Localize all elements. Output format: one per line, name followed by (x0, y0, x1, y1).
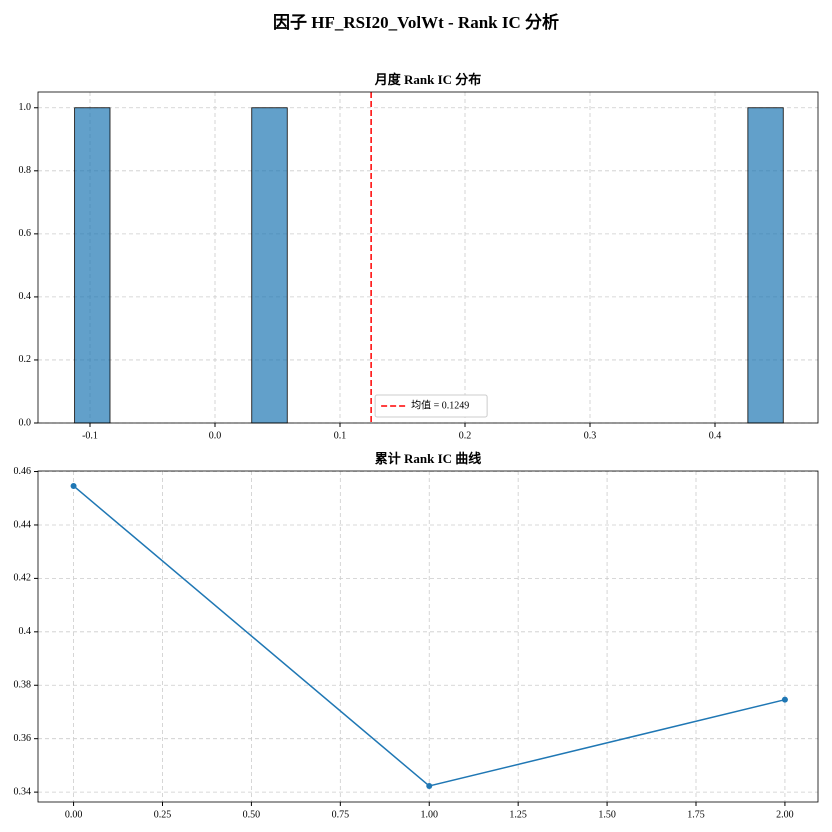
histogram-bar (747, 107, 784, 424)
legend-label: 均值 = 0.1249 (411, 398, 469, 411)
x-tick-label: 1.00 (420, 809, 438, 820)
y-tick-label: 0.36 (14, 733, 32, 744)
y-tick-label: 0.8 (19, 165, 32, 176)
figure-title: 因子 HF_RSI20_VolWt - Rank IC 分析 (273, 12, 559, 32)
y-tick-label: 0.44 (14, 519, 32, 530)
axes-frame (37, 470, 819, 803)
point (426, 782, 433, 789)
legend-box (374, 394, 488, 418)
histogram-bar (74, 107, 111, 424)
axes-title: 月度 Rank IC 分布 (374, 72, 482, 87)
y-tick-label: 0.46 (14, 466, 32, 477)
axes-frame (37, 91, 819, 424)
x-tick-label: 1.75 (687, 809, 705, 820)
histogram-bar (251, 107, 288, 424)
x-tick-label: 0.1 (334, 430, 347, 441)
x-tick-label: 1.50 (598, 809, 616, 820)
y-tick-label: 0.2 (19, 354, 32, 365)
y-tick-label: 0.38 (14, 680, 32, 691)
x-tick-label: 0.25 (154, 809, 172, 820)
x-tick-label: 0.2 (459, 430, 472, 441)
y-tick-label: 0.0 (19, 417, 32, 428)
y-tick-label: 1.0 (19, 102, 32, 113)
y-tick-label: 0.42 (14, 573, 32, 584)
x-tick-label: 0.4 (709, 430, 722, 441)
x-tick-label: 0.0 (209, 430, 222, 441)
y-tick-label: 0.34 (14, 786, 32, 797)
x-tick-label: -0.1 (82, 430, 98, 441)
x-tick-label: 0.75 (332, 809, 350, 820)
x-tick-label: 0.00 (65, 809, 83, 820)
x-tick-label: 0.50 (243, 809, 261, 820)
x-tick-label: 0.3 (584, 430, 597, 441)
x-tick-label: 2.00 (776, 809, 794, 820)
y-tick-label: 0.4 (19, 626, 32, 637)
x-tick-label: 1.25 (509, 809, 527, 820)
point (781, 696, 788, 703)
y-tick-label: 0.6 (19, 228, 32, 239)
point (70, 482, 77, 489)
y-tick-label: 0.4 (19, 291, 32, 302)
axes-title: 累计 Rank IC 曲线 (375, 451, 482, 466)
